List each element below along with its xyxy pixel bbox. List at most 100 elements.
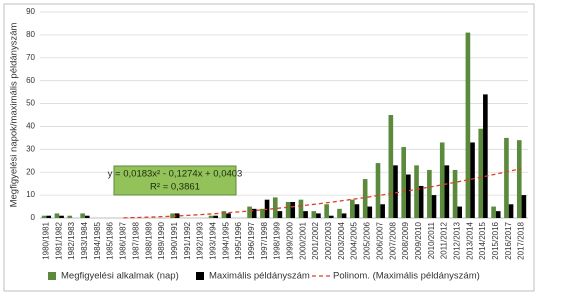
bar [311,211,317,218]
bar [328,215,334,218]
y-tick-label: 80 [26,30,35,39]
annotation-text: R² = 0,3861 [150,182,200,193]
bar [457,206,462,218]
annotation-text: y = 0,0183x² - 0,1274x + 0,0403 [108,169,243,180]
x-tick-label: 1980/1981 [42,221,51,259]
x-tick-label: 1998/1999 [273,221,282,259]
y-tick-label: 0 [31,213,36,222]
x-tick-label: 1983/1984 [80,221,89,259]
bar [303,211,308,218]
trend-line [123,167,522,219]
x-tick-label: 2005/2006 [363,221,372,259]
bar [362,179,368,218]
x-tick-label: 1985/1986 [106,221,115,259]
bar [508,204,514,218]
legend-text: Polinom. (Maximális példányszám) [333,271,480,282]
x-tick-label: 1988/1989 [144,221,153,259]
bar [41,215,47,218]
bar [388,115,394,218]
x-tick-label: 1981/1982 [54,221,63,259]
bar [80,213,85,218]
y-tick-label: 70 [26,53,35,62]
x-tick-label: 2002/2003 [324,221,333,259]
bar [516,140,522,218]
bar [491,206,496,218]
bar [324,204,329,218]
bar [380,204,385,218]
bar [427,169,432,218]
bar [439,142,445,218]
y-tick-label: 50 [26,99,35,108]
legend-swatch [48,272,56,280]
bar [174,213,180,218]
bar [354,204,360,218]
x-tick-label: 1993/1994 [208,221,217,259]
bar [84,215,90,218]
x-tick-label: 2003/2004 [337,221,346,259]
bar [298,199,304,218]
bar [414,165,419,218]
annotation-box [113,165,237,196]
bar [67,215,73,218]
x-tick-label: 2011/2012 [440,221,449,259]
bar [226,213,231,218]
x-tick-label: 2013/2014 [465,221,474,259]
bar [495,211,501,218]
x-tick-label: 2007/2008 [388,221,397,259]
x-tick-label: 1995/1996 [234,221,243,259]
x-tick-label: 2015/2016 [491,221,500,259]
bar [251,208,257,218]
bar [521,195,527,218]
bar [465,32,471,218]
bar [290,201,296,218]
x-tick-label: 2012/2013 [452,221,461,259]
x-tick-label: 2000/2001 [298,221,307,259]
legend-text: Maximális példányszám [209,271,310,282]
bar [478,128,484,218]
x-tick-label: 1991/1992 [183,221,192,259]
bar [452,169,458,218]
bar [350,199,355,218]
x-tick-label: 2010/2011 [427,221,436,259]
legend-text: Megfigyelési alkalmak (nap) [61,271,179,282]
x-tick-label: 2001/2002 [311,221,320,259]
x-tick-label: 1982/1983 [67,221,76,259]
x-tick-label: 2009/2010 [414,221,423,259]
bar [316,213,321,218]
x-tick-label: 1989/1990 [157,221,166,259]
x-tick-label: 2014/2015 [478,221,487,259]
x-tick-label: 1986/1987 [119,221,128,259]
y-tick-label: 90 [26,7,35,16]
x-tick-label: 1996/1997 [247,221,256,259]
y-tick-label: 60 [26,76,35,85]
legend-swatch [196,272,204,280]
bar [406,174,411,218]
y-tick-label: 30 [26,144,35,153]
bar [213,215,218,218]
x-tick-label: 1984/1985 [93,221,102,259]
bar [59,215,64,218]
x-tick-label: 1997/1998 [260,221,269,259]
bar [504,137,509,218]
bar [341,213,347,218]
bar [285,201,291,218]
bar [431,195,437,218]
bar [444,165,450,218]
bar [401,147,406,218]
bar [54,213,60,218]
x-tick-label: 1999/2000 [286,221,295,259]
bar [418,185,424,218]
y-tick-label: 10 [26,190,35,199]
bar [337,208,342,218]
x-tick-label: 2006/2007 [375,221,384,259]
x-tick-label: 1992/1993 [196,221,205,259]
bar [470,142,475,218]
x-tick-label: 2016/2017 [504,221,513,259]
y-axis-label: Megfigyelési napok/maximális példányszám [9,23,20,208]
bar [367,206,373,218]
y-tick-label: 20 [26,167,35,176]
x-tick-label: 1994/1995 [221,221,230,259]
bar [260,208,265,218]
x-tick-label: 1987/1988 [131,221,140,259]
